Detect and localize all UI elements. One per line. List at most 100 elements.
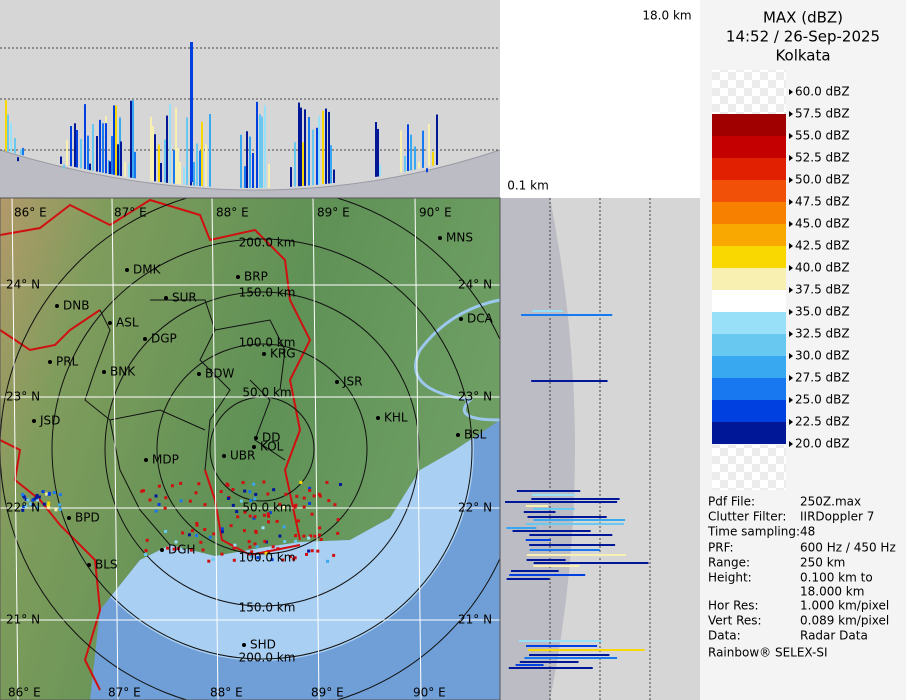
- info-value: 0.100 km to: [800, 571, 873, 585]
- latitude-label: 21° N: [6, 613, 40, 627]
- echo: [295, 494, 299, 498]
- legend-swatch: [712, 224, 786, 246]
- vertical-echo: [426, 168, 428, 173]
- echo: [307, 549, 311, 553]
- city-dot: [102, 370, 106, 374]
- city-label: BDW: [205, 367, 234, 381]
- vertical-echo: [130, 100, 132, 178]
- echo: [284, 492, 288, 496]
- echo: [203, 528, 207, 532]
- echo: [292, 557, 296, 561]
- info-key: PRF:: [708, 541, 734, 555]
- echo: [35, 493, 39, 497]
- vertical-echo: [113, 105, 115, 175]
- echo: [272, 488, 276, 492]
- echo: [22, 494, 26, 498]
- echo: [248, 514, 252, 518]
- city-label: DCA: [467, 312, 494, 326]
- echo: [37, 495, 41, 499]
- echo: [317, 492, 321, 496]
- vertical-echo: [164, 139, 166, 183]
- echo: [170, 484, 174, 488]
- city-dot: [242, 643, 246, 647]
- echo: [305, 552, 309, 556]
- vertical-echo: [132, 100, 134, 179]
- horizontal-echo: [512, 530, 591, 532]
- range-label: 150.0 km: [239, 601, 296, 615]
- range-label: 50.0 km: [242, 386, 291, 400]
- city-dot: [143, 337, 147, 341]
- city-dot: [222, 454, 226, 458]
- echo: [157, 484, 161, 488]
- legend-swatch: [712, 246, 786, 268]
- latitude-label: 22° N: [6, 501, 40, 515]
- vertical-echo: [264, 105, 266, 188]
- echo: [226, 496, 230, 500]
- echo: [144, 553, 148, 557]
- echo: [58, 507, 62, 511]
- echo: [194, 491, 198, 495]
- city-dot: [32, 419, 36, 423]
- echo: [172, 547, 176, 551]
- vertical-echo: [63, 164, 65, 169]
- info-key: Range:: [708, 556, 750, 570]
- horizontal-echo: [528, 649, 645, 651]
- echo: [220, 530, 224, 534]
- legend-label: 60.0 dBZ: [795, 85, 850, 99]
- city-dot: [108, 321, 112, 325]
- horizontal-echo: [529, 549, 600, 551]
- horizontal-echo: [533, 562, 649, 564]
- legend-pointer: [789, 111, 793, 117]
- range-label: 200.0 km: [239, 236, 296, 250]
- echo: [154, 509, 158, 513]
- horizontal-echo: [529, 654, 610, 656]
- city-dot: [197, 372, 201, 376]
- echo: [247, 540, 251, 544]
- legend-pointer: [789, 155, 793, 161]
- echo: [255, 544, 259, 548]
- vertical-echo: [379, 164, 381, 177]
- echo: [47, 492, 51, 496]
- vertical-echo: [152, 126, 154, 182]
- echo: [308, 486, 312, 490]
- horizontal-echo: [525, 539, 551, 541]
- city-label: DD: [262, 431, 280, 445]
- city-dot: [262, 352, 266, 356]
- latitude-label: 21° N: [458, 613, 492, 627]
- vertical-echo: [84, 104, 86, 170]
- vertical-echo: [66, 140, 68, 166]
- info-key: Height:: [708, 571, 752, 585]
- city-label: DGH: [168, 543, 196, 557]
- city-label: DGP: [151, 332, 177, 346]
- echo: [309, 534, 313, 538]
- city-label: BLS: [95, 558, 118, 572]
- echo: [332, 553, 336, 557]
- vertical-echo: [99, 119, 101, 173]
- echo: [47, 506, 51, 510]
- echo: [233, 543, 237, 547]
- echo: [164, 496, 168, 500]
- legend-label: 47.5 dBZ: [795, 195, 850, 209]
- echo: [307, 536, 311, 540]
- echo: [267, 520, 271, 524]
- echo: [252, 516, 256, 520]
- echo: [302, 505, 306, 509]
- echo: [270, 558, 274, 562]
- vertical-echo: [294, 142, 296, 187]
- legend-label: 37.5 dBZ: [795, 283, 850, 297]
- echo: [174, 540, 178, 544]
- horizontal-echo: [531, 494, 576, 496]
- vertical-echo: [377, 128, 379, 177]
- vertical-echo: [80, 139, 82, 169]
- echo: [319, 537, 323, 541]
- vertical-echo: [190, 42, 193, 182]
- longitude-label: 86° E: [8, 686, 41, 700]
- echo: [253, 515, 257, 519]
- echo: [308, 488, 312, 492]
- vertical-echo: [70, 126, 72, 167]
- legend-pointer: [789, 331, 793, 337]
- echo: [41, 490, 45, 494]
- city-dot: [55, 304, 59, 308]
- echo: [256, 556, 260, 560]
- echo: [263, 539, 267, 543]
